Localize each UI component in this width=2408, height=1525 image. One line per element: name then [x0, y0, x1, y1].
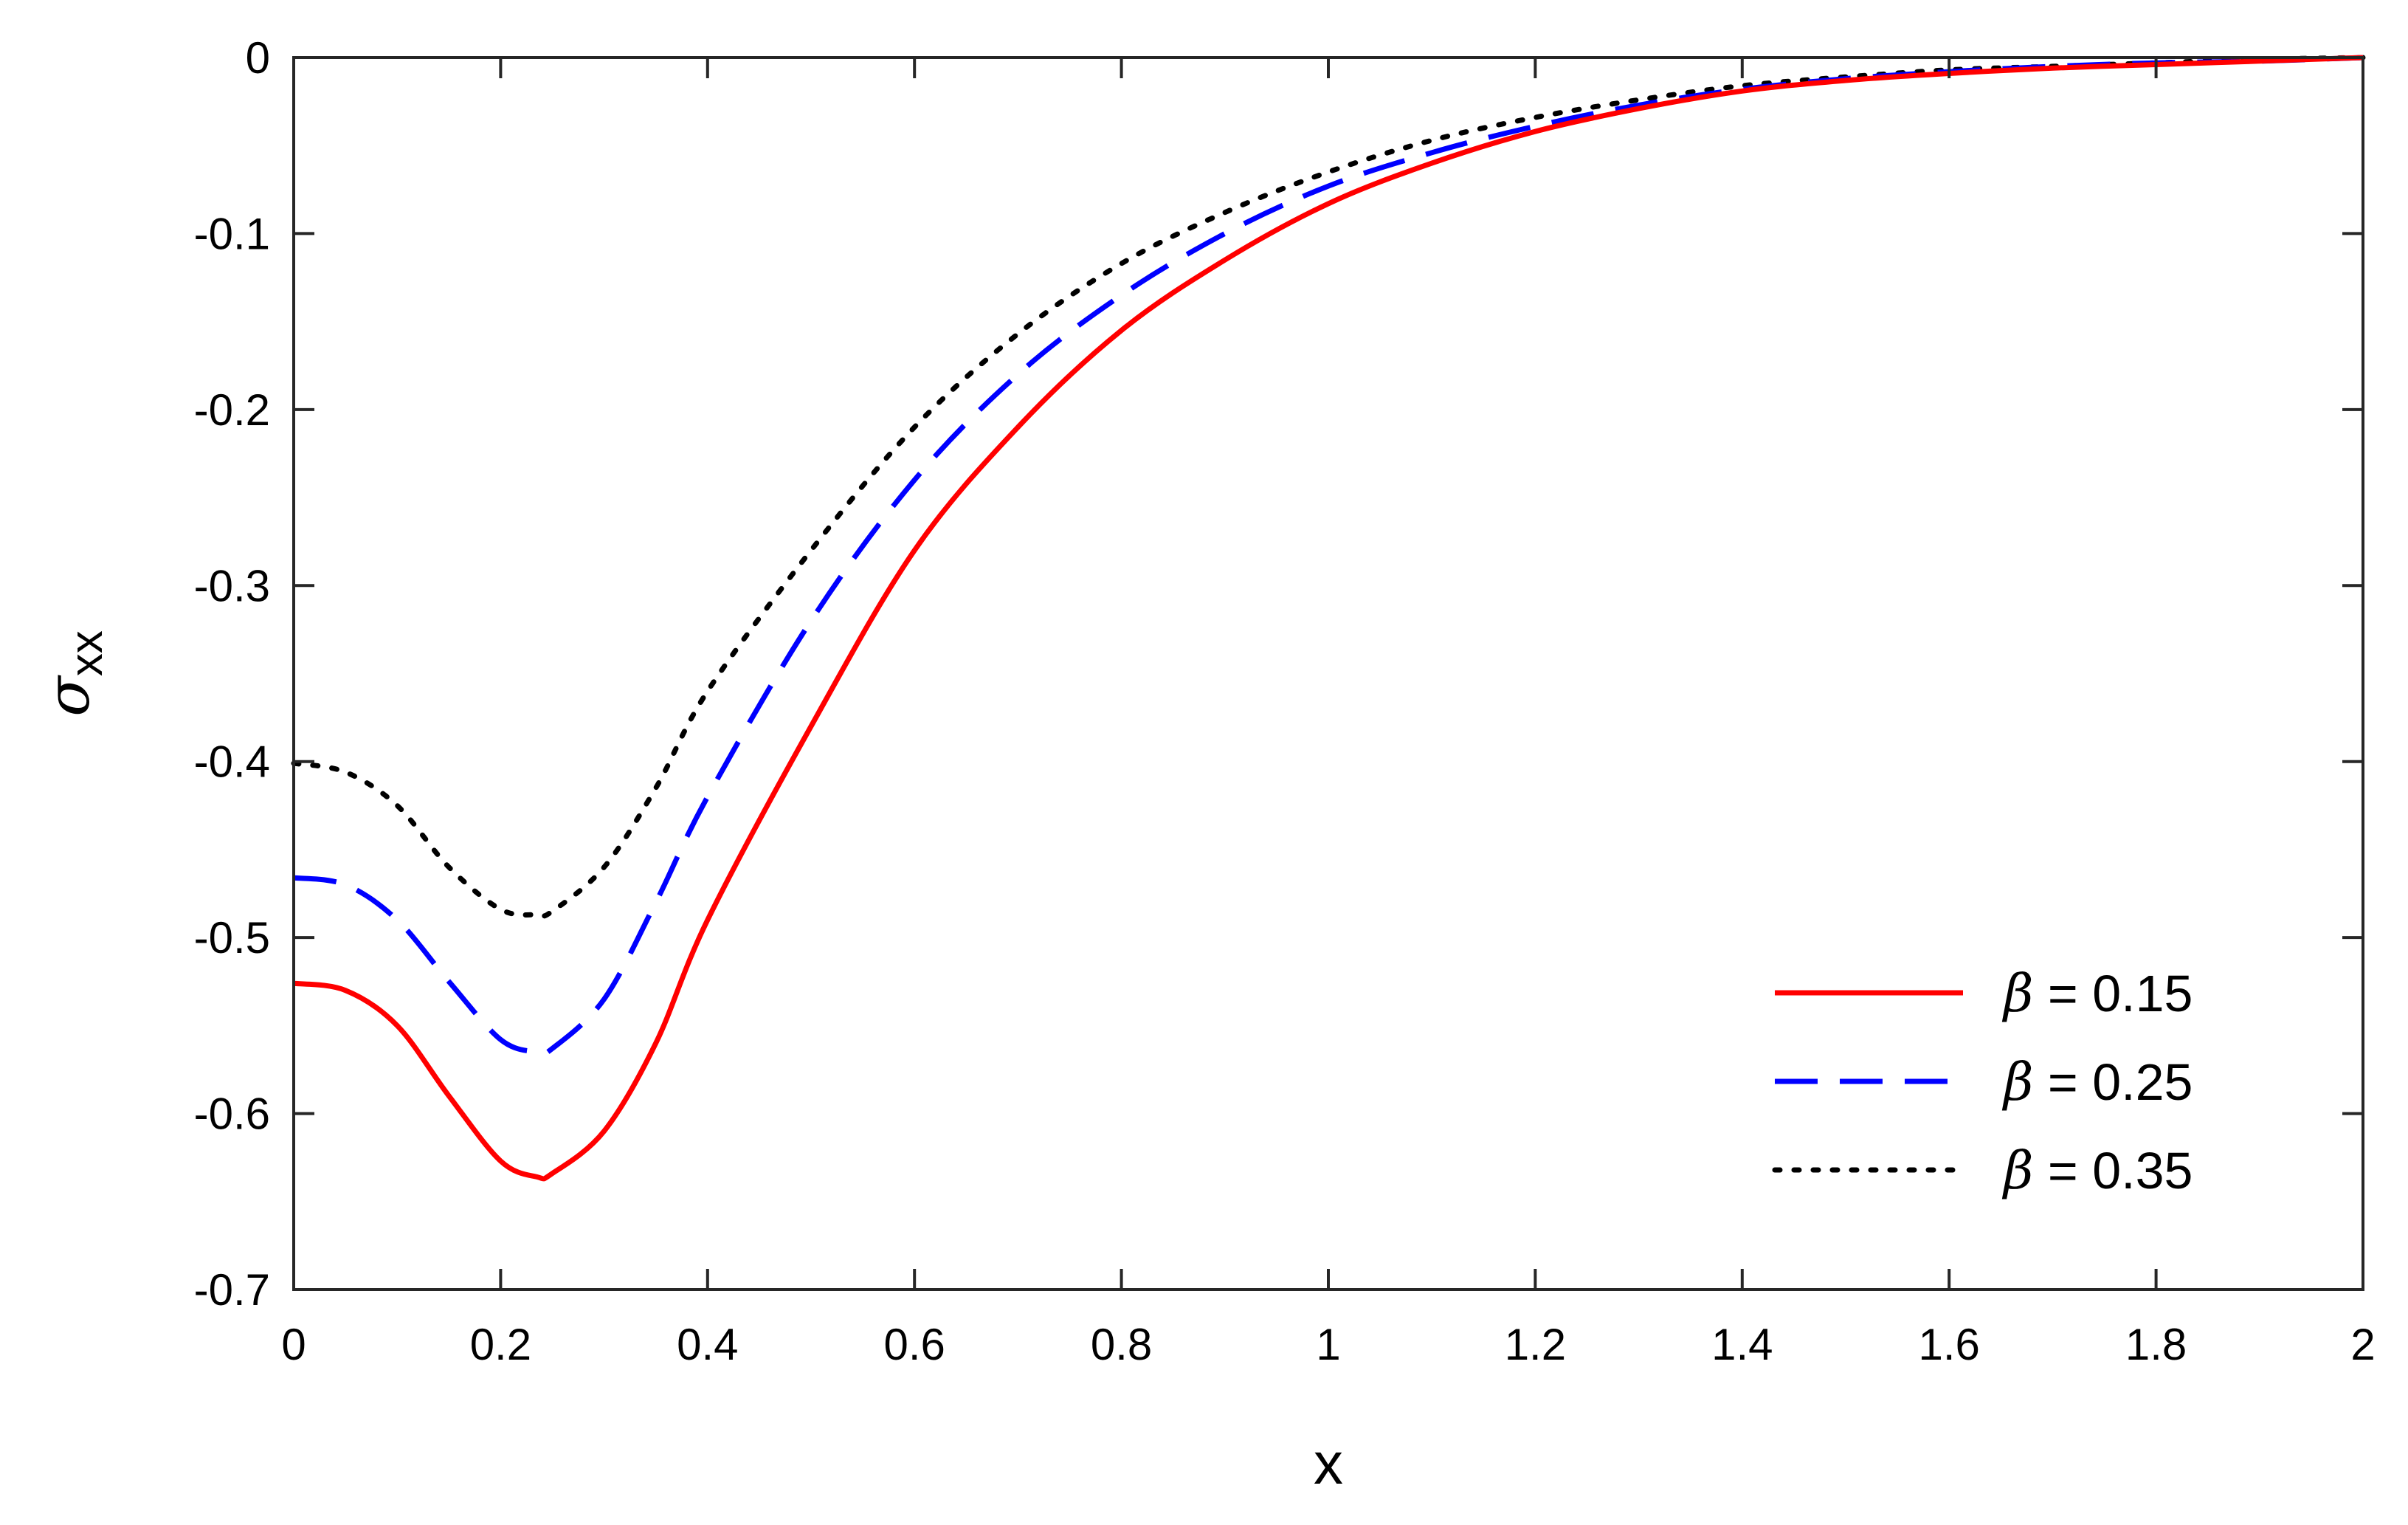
y-tick-label: -0.4 — [194, 737, 270, 787]
x-tick-label: 0.4 — [677, 1320, 738, 1369]
legend-beta-symbol: β — [2001, 1052, 2033, 1112]
x-tick-label: 0.2 — [470, 1320, 531, 1369]
y-tick-label: -0.1 — [194, 209, 270, 258]
svg-text:σxx: σxx — [34, 630, 112, 717]
x-tick-label: 0 — [281, 1320, 306, 1369]
x-axis: 0 0.2 0.4 0.6 0.8 1 1.2 1.4 1.6 1.8 2 — [281, 58, 2376, 1369]
legend-entry-label: β = 0.15 — [2001, 963, 2193, 1024]
x-tick-label: 0.8 — [1091, 1320, 1152, 1369]
y-axis-label: σxx — [34, 630, 112, 717]
x-tick-label: 2 — [2350, 1320, 2375, 1369]
y-tick-label: -0.7 — [194, 1265, 270, 1315]
y-tick-label: -0.6 — [194, 1089, 270, 1139]
y-tick-label: -0.5 — [194, 913, 270, 963]
x-axis-label: x — [1314, 1431, 1343, 1496]
x-tick-label: 1.8 — [2125, 1320, 2187, 1369]
series-line-solid — [293, 55, 2364, 1182]
legend-value-text: = 0.35 — [2033, 1142, 2193, 1199]
x-tick-label: 1.2 — [1505, 1320, 1566, 1369]
x-tick-label: 0.6 — [883, 1320, 945, 1369]
legend: β = 0.15β = 0.25β = 0.35 — [1772, 963, 2193, 1201]
legend-entry-label: β = 0.25 — [2001, 1052, 2193, 1112]
y-axis-label-symbol: σ — [34, 675, 103, 717]
legend-value-text: = 0.25 — [2033, 1053, 2193, 1111]
x-tick-label: 1.4 — [1711, 1320, 1773, 1369]
x-tick-label: 1 — [1316, 1320, 1340, 1369]
y-axis-label-subscript: xx — [61, 630, 112, 676]
x-tick-label: 1.6 — [1918, 1320, 1979, 1369]
y-tick-label: -0.3 — [194, 561, 270, 610]
series-line-dashed — [293, 55, 2364, 1057]
y-tick-label: 0 — [246, 33, 270, 83]
legend-entry-label: β = 0.35 — [2001, 1140, 2193, 1201]
series-layer — [291, 55, 2366, 1182]
legend-value-text: = 0.15 — [2033, 965, 2193, 1022]
y-axis: 0 -0.1 -0.2 -0.3 -0.4 -0.5 -0.6 -0.7 — [194, 33, 2363, 1315]
legend-beta-symbol: β — [2001, 963, 2033, 1024]
y-tick-label: -0.2 — [194, 385, 270, 435]
legend-beta-symbol: β — [2001, 1140, 2033, 1201]
